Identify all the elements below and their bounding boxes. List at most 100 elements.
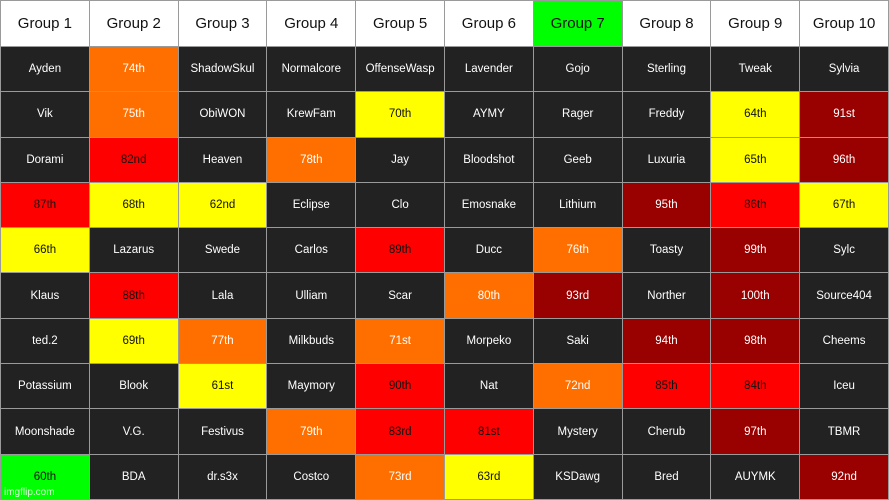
- table-cell: dr.s3x: [177, 453, 268, 500]
- table-cell: 87th: [0, 181, 90, 229]
- table-row: Klaus 88th Lala Ulliam Scar 80th 93rd Norther 10…: [0, 272, 889, 319]
- table-cell: 94th: [621, 317, 712, 365]
- header-row: Group 1 Group 2 Group 3 Group 4 Group 5 Group…: [0, 0, 889, 47]
- table-row: 66th Lazarus Swede Carlos 89th Ducc 76th Toasty…: [0, 227, 889, 274]
- table-cell: 66th: [0, 227, 90, 274]
- table-cell: Nat: [443, 363, 534, 410]
- group-header-2: Group 2: [88, 0, 179, 47]
- table-cell: 76th: [532, 227, 623, 274]
- table-cell: Toasty: [621, 227, 712, 274]
- table-cell: 65th: [710, 136, 801, 183]
- table-row: Potassium Blook 61st Maymory 90th Nat 72nd 85th…: [0, 363, 889, 410]
- table-cell: Milkbuds: [266, 317, 357, 365]
- table-cell: 78th: [266, 136, 357, 183]
- table-cell: Moonshade: [0, 408, 90, 455]
- table-cell: Source404: [799, 272, 889, 319]
- table-cell: 71st: [355, 317, 445, 365]
- table-cell: Lavender: [443, 45, 534, 93]
- table-cell: Norther: [621, 272, 712, 319]
- table-cell: V.G.: [88, 408, 179, 455]
- table-cell: Blook: [88, 363, 179, 410]
- table-cell: 80th: [443, 272, 534, 319]
- table-cell: AUYMK: [710, 453, 801, 500]
- table-cell: ObiWON: [177, 91, 268, 138]
- table-cell: Ducc: [443, 227, 534, 274]
- table-cell: Dorami: [0, 136, 90, 183]
- table-cell: 75th: [88, 91, 179, 138]
- table-cell: 98th: [710, 317, 801, 365]
- table-cell: Eclipse: [266, 181, 357, 229]
- table-cell: BDA: [88, 453, 179, 500]
- table-cell: Iceu: [799, 363, 889, 410]
- table-row: 87th 68th 62nd Eclipse Clo Emosnake Lithium 95t…: [0, 181, 889, 229]
- table-cell: 72nd: [532, 363, 623, 410]
- table-cell: Tweak: [710, 45, 801, 93]
- table-cell: AYMY: [443, 91, 534, 138]
- table-cell: ted.2: [0, 317, 90, 365]
- table-cell: 74th: [88, 45, 179, 93]
- table-cell: 83rd: [355, 408, 445, 455]
- group-header-7: Group 7: [532, 0, 623, 47]
- table-cell: 86th: [710, 181, 801, 229]
- group-header-9: Group 9: [710, 0, 801, 47]
- group-header-1: Group 1: [0, 0, 90, 47]
- table-cell: 62nd: [177, 181, 268, 229]
- table-cell: Morpeko: [443, 317, 534, 365]
- table-row: Vik 75th ObiWON KrewFam 70th AYMY Rager Freddy 6…: [0, 91, 889, 138]
- table-cell: KrewFam: [266, 91, 357, 138]
- table-row: 60th BDA dr.s3x Costco 73rd 63rd KSDawg Bred AUY…: [0, 453, 889, 500]
- table-cell: 96th: [799, 136, 889, 183]
- table-cell: Swede: [177, 227, 268, 274]
- imgflip-watermark: imgflip.com: [4, 487, 55, 498]
- table-cell: Ayden: [0, 45, 90, 93]
- group-header-4: Group 4: [266, 0, 357, 47]
- table-cell: 68th: [88, 181, 179, 229]
- table-cell: 93rd: [532, 272, 623, 319]
- table-cell: 61st: [177, 363, 268, 410]
- table-cell: 69th: [88, 317, 179, 365]
- table-cell: Sylvia: [799, 45, 889, 93]
- group-header-3: Group 3: [177, 0, 268, 47]
- table-row: Ayden 74th ShadowSkul Normalcore OffenseWasp…: [0, 45, 889, 93]
- table-cell: 85th: [621, 363, 712, 410]
- table-cell: Lazarus: [88, 227, 179, 274]
- table-body: Ayden 74th ShadowSkul Normalcore OffenseWasp…: [0, 45, 889, 500]
- table-cell: Bred: [621, 453, 712, 500]
- table-cell: Festivus: [177, 408, 268, 455]
- table-cell: Luxuria: [621, 136, 712, 183]
- table-cell: 100th: [710, 272, 801, 319]
- group-header-5: Group 5: [355, 0, 445, 47]
- table-cell: Cherub: [621, 408, 712, 455]
- table-row: ted.2 69th 77th Milkbuds 71st Morpeko Saki 94th…: [0, 317, 889, 365]
- table-cell: Sterling: [621, 45, 712, 93]
- table-cell: Gojo: [532, 45, 623, 93]
- table-cell: Freddy: [621, 91, 712, 138]
- table-cell: 90th: [355, 363, 445, 410]
- group-header-10: Group 10: [799, 0, 889, 47]
- table-cell: Sylc: [799, 227, 889, 274]
- table-cell: Klaus: [0, 272, 90, 319]
- table-cell: 91st: [799, 91, 889, 138]
- table-cell: Lithium: [532, 181, 623, 229]
- table-cell: TBMR: [799, 408, 889, 455]
- table-cell: Rager: [532, 91, 623, 138]
- table-cell: 79th: [266, 408, 357, 455]
- table-cell: 99th: [710, 227, 801, 274]
- table-cell: Mystery: [532, 408, 623, 455]
- group-header-8: Group 8: [621, 0, 712, 47]
- table-cell: Carlos: [266, 227, 357, 274]
- table-cell: 84th: [710, 363, 801, 410]
- table-cell: Saki: [532, 317, 623, 365]
- table-cell: Cheems: [799, 317, 889, 365]
- table-cell: Emosnake: [443, 181, 534, 229]
- group-header-6: Group 6: [443, 0, 534, 47]
- table-cell: 67th: [799, 181, 889, 229]
- table-cell: 77th: [177, 317, 268, 365]
- table-row: Moonshade V.G. Festivus 79th 83rd 81st Mystery…: [0, 408, 889, 455]
- table-cell: Scar: [355, 272, 445, 319]
- table-cell: 95th: [621, 181, 712, 229]
- table-cell: 64th: [710, 91, 801, 138]
- table-row: Dorami 82nd Heaven 78th Jay Bloodshot Geeb Luxu…: [0, 136, 889, 183]
- table-cell: 70th: [355, 91, 445, 138]
